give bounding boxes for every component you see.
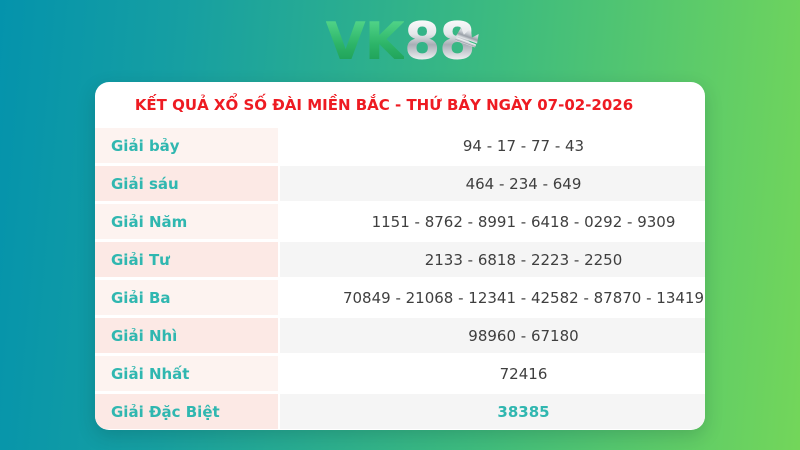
table-row: Giải Đặc Biệt 38385	[95, 394, 705, 429]
prize-label: Giải sáu	[95, 166, 278, 201]
logo-text-vk: VK	[325, 12, 406, 72]
prize-value: 72416	[280, 356, 705, 391]
prize-label: Giải Đặc Biệt	[95, 394, 278, 429]
prize-value: 38385	[280, 394, 705, 429]
results-table: Giải bảy 94 - 17 - 77 - 43 Giải sáu 464 …	[95, 128, 705, 430]
prize-label: Giải Tư	[95, 242, 278, 277]
prize-label: Giải Ba	[95, 280, 278, 315]
results-title: KẾT QUẢ XỔ SỐ ĐÀI MIỀN BẮC - THỨ BẢY NGÀ…	[134, 96, 634, 114]
lottery-results-card: KẾT QUẢ XỔ SỐ ĐÀI MIỀN BẮC - THỨ BẢY NGÀ…	[95, 82, 705, 430]
table-row: Giải Năm 1151 - 8762 - 8991 - 6418 - 029…	[95, 204, 705, 239]
prize-value: 464 - 234 - 649	[280, 166, 705, 201]
prize-label: Giải Nhất	[95, 356, 278, 391]
prize-label: Giải Nhì	[95, 318, 278, 353]
prize-value: 70849 - 21068 - 12341 - 42582 - 87870 - …	[280, 280, 705, 315]
table-row: Giải bảy 94 - 17 - 77 - 43	[95, 128, 705, 163]
table-row: Giải Nhì 98960 - 67180	[95, 318, 705, 353]
vk88-logo: VK 88	[325, 12, 480, 72]
table-row: Giải sáu 464 - 234 - 649	[95, 166, 705, 201]
header: VK 88	[0, 0, 800, 80]
prize-value: 2133 - 6818 - 2223 - 2250	[280, 242, 705, 277]
prize-label: Giải Năm	[95, 204, 278, 239]
prize-label: Giải bảy	[95, 128, 278, 163]
prize-value: 1151 - 8762 - 8991 - 6418 - 0292 - 9309	[280, 204, 705, 239]
prize-value: 94 - 17 - 77 - 43	[280, 128, 705, 163]
crown-icon	[449, 0, 492, 58]
table-row: Giải Tư 2133 - 6818 - 2223 - 2250	[95, 242, 705, 277]
table-row: Giải Ba 70849 - 21068 - 12341 - 42582 - …	[95, 280, 705, 315]
prize-value: 98960 - 67180	[280, 318, 705, 353]
table-row: Giải Nhất 72416	[95, 356, 705, 391]
